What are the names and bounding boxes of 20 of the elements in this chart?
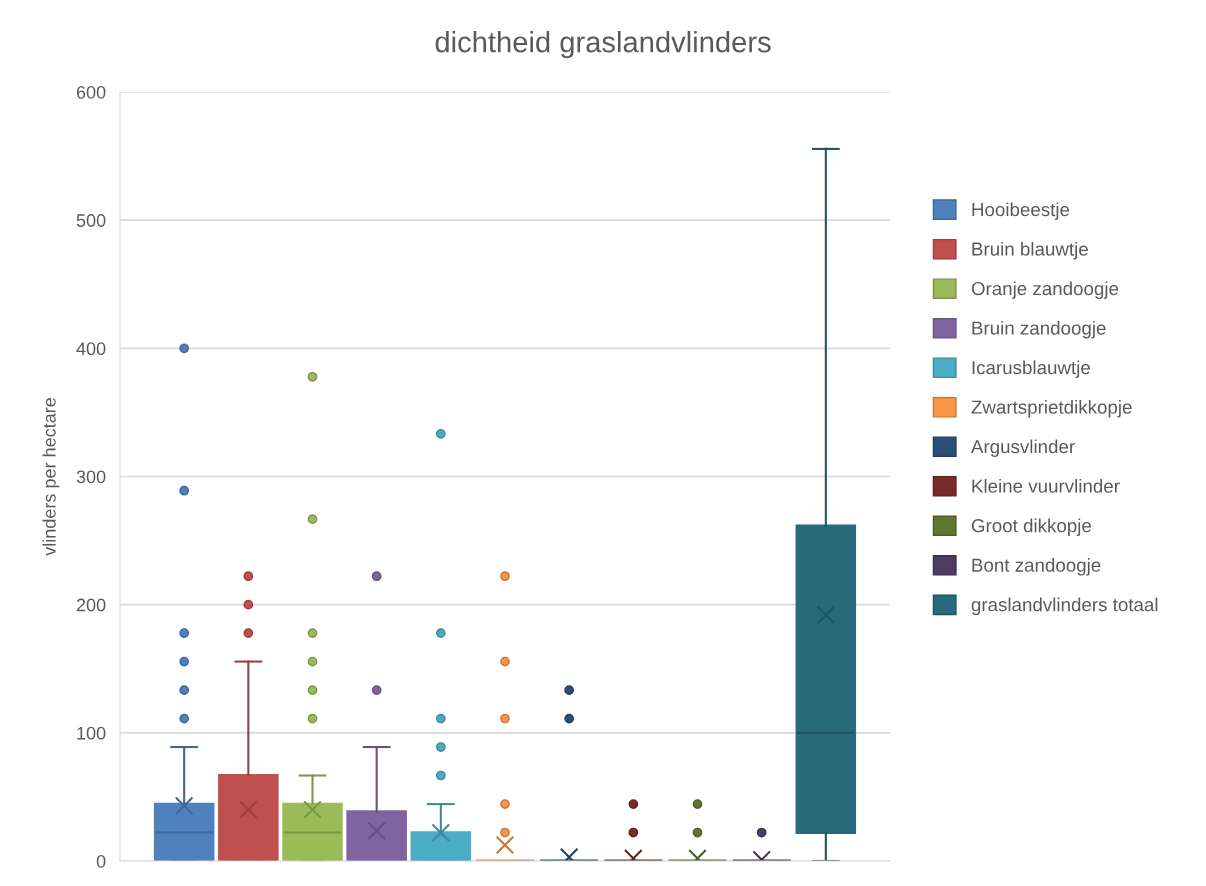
legend-label: Bont zandoogje (972, 558, 1101, 576)
y-tick-label: 300 (76, 470, 106, 484)
y-tick-label: 600 (76, 85, 106, 99)
legend-label: graslandvlinders totaal (971, 597, 1158, 616)
legend-label: Kleine vuurvlinder (972, 479, 1120, 493)
legend-label: Groot dikkopje (971, 518, 1091, 537)
y-tick-label: 200 (76, 598, 106, 612)
y-tick-label: 500 (76, 214, 106, 227)
chart-title: dichtheid graslandvlinders (435, 31, 771, 59)
legend-label: Zwartsprietdikkopje (971, 400, 1132, 418)
y-axis-title: vlinders per hectare (42, 398, 60, 556)
legend-label: Hooibeestje (972, 202, 1070, 220)
y-tick-label: 100 (77, 726, 106, 740)
legend-label: Bruin zandoogje (972, 320, 1106, 339)
legend-label: Oranje zandoogje (971, 281, 1119, 299)
legend-label: Bruin blauwtje (972, 241, 1088, 260)
y-tick-label: 400 (76, 342, 106, 356)
y-tick-label: 0 (96, 854, 106, 868)
legend-label: Icarusblauwtje (972, 360, 1090, 378)
legend-label: Argusvlinder (970, 439, 1075, 457)
